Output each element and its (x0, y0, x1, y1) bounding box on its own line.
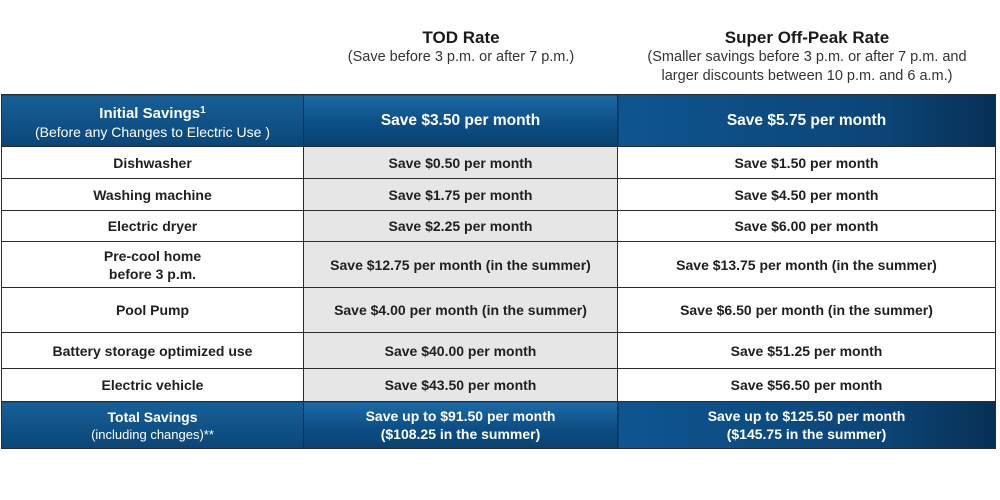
row-label: Washing machine (1, 178, 304, 211)
tod-rate-title: TOD Rate (422, 28, 500, 47)
initial-savings-tod-cell: Save $3.50 per month (303, 94, 618, 147)
row-sop-value: Save $6.50 per month (in the summer) (617, 287, 996, 333)
table-row-electric-vehicle: Electric vehicle Save $43.50 per month S… (1, 368, 996, 402)
tod-rate-subtitle: (Save before 3 p.m. or after 7 p.m.) (347, 49, 575, 65)
table-row-washing-machine: Washing machine Save $1.75 per month Sav… (1, 178, 996, 211)
row-sop-value: Save $4.50 per month (617, 178, 996, 211)
super-off-peak-rate-subtitle-line2: larger discounts between 10 p.m. and 6 a… (661, 68, 953, 84)
savings-table: Initial Savings1 (Before any Changes to … (1, 94, 996, 449)
super-off-peak-rate-title: Super Off-Peak Rate (724, 28, 890, 47)
total-savings-label: Total Savings (107, 408, 198, 425)
row-tod-value: Save $43.50 per month (303, 368, 618, 402)
super-off-peak-rate-subtitle-line1: (Smaller savings before 3 p.m. or after … (647, 49, 967, 65)
initial-savings-label-cell: Initial Savings1 (Before any Changes to … (1, 94, 304, 147)
row-tod-value: Save $0.50 per month (303, 146, 618, 179)
initial-savings-title: Initial Savings1 (8, 101, 297, 123)
total-savings-sop-cell: Save up to $125.50 per month ($145.75 in… (617, 401, 996, 449)
total-savings-tod-cell: Save up to $91.50 per month ($108.25 in … (303, 401, 618, 449)
row-label: Pre-cool home before 3 p.m. (1, 241, 304, 288)
table-row-pre-cool-home: Pre-cool home before 3 p.m. Save $12.75 … (1, 241, 996, 288)
initial-savings-label: Initial Savings (99, 104, 201, 122)
row-sop-value: Save $6.00 per month (617, 210, 996, 242)
total-tod-line2: ($108.25 in the summer) (380, 426, 541, 442)
initial-savings-row: Initial Savings1 (Before any Changes to … (1, 94, 996, 147)
row-tod-value: Save $1.75 per month (303, 178, 618, 211)
total-savings-row: Total Savings (including changes)** Save… (1, 401, 996, 449)
total-savings-sublabel: (including changes)** (91, 426, 214, 442)
initial-savings-sop-cell: Save $5.75 per month (617, 94, 996, 147)
row-tod-value: Save $4.00 per month (in the summer) (303, 287, 618, 333)
super-off-peak-rate-header: Super Off-Peak Rate (Smaller savings bef… (618, 28, 996, 86)
table-row-battery-storage: Battery storage optimized use Save $40.0… (1, 332, 996, 369)
initial-savings-sublabel: (Before any Changes to Electric Use ) (35, 123, 270, 140)
row-tod-value: Save $2.25 per month (303, 210, 618, 242)
row-tod-value: Save $12.75 per month (in the summer) (303, 241, 618, 288)
row-label: Pool Pump (1, 287, 304, 333)
tod-rate-header: TOD Rate (Save before 3 p.m. or after 7 … (304, 28, 618, 67)
initial-savings-sop-value: Save $5.75 per month (726, 111, 887, 129)
row-label: Dishwasher (1, 146, 304, 179)
row-sop-value: Save $56.50 per month (617, 368, 996, 402)
total-sop-line1: Save up to $125.50 per month (707, 408, 906, 424)
row-label-line1: Pre-cool home (103, 247, 202, 264)
total-sop-line2: ($145.75 in the summer) (726, 426, 887, 442)
row-sop-value: Save $1.50 per month (617, 146, 996, 179)
row-label-line2: before 3 p.m. (108, 265, 197, 282)
row-label: Battery storage optimized use (1, 332, 304, 369)
initial-savings-footnote: 1 (200, 104, 206, 116)
row-label: Electric vehicle (1, 368, 304, 402)
table-row-pool-pump: Pool Pump Save $4.00 per month (in the s… (1, 287, 996, 333)
total-tod-line1: Save up to $91.50 per month (365, 408, 556, 424)
row-sop-value: Save $51.25 per month (617, 332, 996, 369)
total-savings-label-cell: Total Savings (including changes)** (1, 401, 304, 449)
row-tod-value: Save $40.00 per month (303, 332, 618, 369)
row-sop-value: Save $13.75 per month (in the summer) (617, 241, 996, 288)
table-row-electric-dryer: Electric dryer Save $2.25 per month Save… (1, 210, 996, 242)
initial-savings-tod-value: Save $3.50 per month (380, 111, 541, 129)
column-headers: TOD Rate (Save before 3 p.m. or after 7 … (304, 28, 996, 90)
row-label: Electric dryer (1, 210, 304, 242)
table-row-dishwasher: Dishwasher Save $0.50 per month Save $1.… (1, 146, 996, 179)
